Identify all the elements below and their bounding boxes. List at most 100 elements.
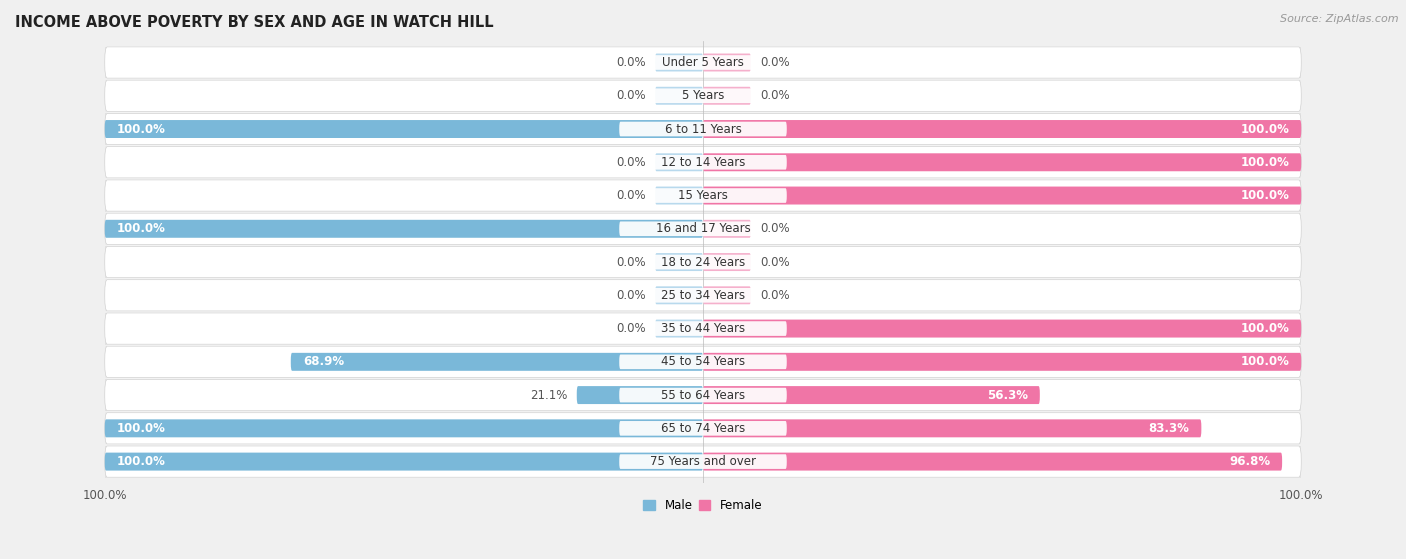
FancyBboxPatch shape <box>619 55 787 70</box>
Text: 100.0%: 100.0% <box>1240 189 1289 202</box>
FancyBboxPatch shape <box>619 321 787 336</box>
FancyBboxPatch shape <box>104 146 1302 178</box>
Text: 100.0%: 100.0% <box>117 222 166 235</box>
Text: 0.0%: 0.0% <box>759 289 789 302</box>
Text: 0.0%: 0.0% <box>759 255 789 268</box>
FancyBboxPatch shape <box>104 113 1302 145</box>
FancyBboxPatch shape <box>619 188 787 203</box>
Text: 16 and 17 Years: 16 and 17 Years <box>655 222 751 235</box>
FancyBboxPatch shape <box>619 221 787 236</box>
Text: 15 Years: 15 Years <box>678 189 728 202</box>
FancyBboxPatch shape <box>104 380 1302 411</box>
Text: 25 to 34 Years: 25 to 34 Years <box>661 289 745 302</box>
Text: 55 to 64 Years: 55 to 64 Years <box>661 389 745 401</box>
FancyBboxPatch shape <box>703 353 1302 371</box>
FancyBboxPatch shape <box>619 122 787 136</box>
FancyBboxPatch shape <box>104 180 1302 211</box>
Text: 100.0%: 100.0% <box>1240 356 1289 368</box>
FancyBboxPatch shape <box>104 346 1302 377</box>
FancyBboxPatch shape <box>104 446 1302 478</box>
Bar <box>104 179 1302 211</box>
FancyBboxPatch shape <box>655 320 703 338</box>
FancyBboxPatch shape <box>703 120 1302 138</box>
Text: 0.0%: 0.0% <box>617 289 647 302</box>
Text: INCOME ABOVE POVERTY BY SEX AND AGE IN WATCH HILL: INCOME ABOVE POVERTY BY SEX AND AGE IN W… <box>15 15 494 30</box>
FancyBboxPatch shape <box>655 187 703 205</box>
Text: 83.3%: 83.3% <box>1149 422 1189 435</box>
FancyBboxPatch shape <box>703 320 1302 338</box>
FancyBboxPatch shape <box>104 313 1302 344</box>
Text: 75 Years and over: 75 Years and over <box>650 455 756 468</box>
Text: 100.0%: 100.0% <box>117 422 166 435</box>
Text: 0.0%: 0.0% <box>617 56 647 69</box>
Bar <box>104 113 1302 145</box>
FancyBboxPatch shape <box>703 453 1282 471</box>
FancyBboxPatch shape <box>104 79 1302 112</box>
FancyBboxPatch shape <box>703 419 1201 437</box>
Text: 100.0%: 100.0% <box>1240 322 1289 335</box>
FancyBboxPatch shape <box>104 113 1302 145</box>
FancyBboxPatch shape <box>619 388 787 402</box>
FancyBboxPatch shape <box>104 412 1302 444</box>
Text: 0.0%: 0.0% <box>759 89 789 102</box>
Text: Source: ZipAtlas.com: Source: ZipAtlas.com <box>1281 14 1399 24</box>
FancyBboxPatch shape <box>655 153 703 171</box>
FancyBboxPatch shape <box>104 46 1302 79</box>
Bar <box>104 213 1302 245</box>
FancyBboxPatch shape <box>104 413 1302 444</box>
Text: 100.0%: 100.0% <box>117 122 166 135</box>
FancyBboxPatch shape <box>619 454 787 469</box>
Bar <box>104 46 1302 78</box>
FancyBboxPatch shape <box>703 187 1302 205</box>
FancyBboxPatch shape <box>619 255 787 269</box>
Text: 100.0%: 100.0% <box>117 455 166 468</box>
FancyBboxPatch shape <box>104 379 1302 411</box>
Text: 18 to 24 Years: 18 to 24 Years <box>661 255 745 268</box>
FancyBboxPatch shape <box>655 87 703 105</box>
FancyBboxPatch shape <box>104 279 1302 311</box>
FancyBboxPatch shape <box>703 54 751 72</box>
Text: 65 to 74 Years: 65 to 74 Years <box>661 422 745 435</box>
FancyBboxPatch shape <box>104 446 1302 477</box>
FancyBboxPatch shape <box>619 288 787 302</box>
FancyBboxPatch shape <box>291 353 703 371</box>
FancyBboxPatch shape <box>619 88 787 103</box>
FancyBboxPatch shape <box>576 386 703 404</box>
Text: 96.8%: 96.8% <box>1229 455 1270 468</box>
Bar <box>104 280 1302 311</box>
Text: 35 to 44 Years: 35 to 44 Years <box>661 322 745 335</box>
Bar <box>104 246 1302 278</box>
Legend: Male, Female: Male, Female <box>638 495 768 517</box>
Bar <box>104 146 1302 178</box>
Bar <box>104 346 1302 378</box>
Text: 68.9%: 68.9% <box>302 356 344 368</box>
Text: 100.0%: 100.0% <box>1240 122 1289 135</box>
Bar <box>104 80 1302 112</box>
Text: 5 Years: 5 Years <box>682 89 724 102</box>
FancyBboxPatch shape <box>104 453 703 471</box>
Bar <box>104 446 1302 477</box>
Bar <box>104 413 1302 444</box>
FancyBboxPatch shape <box>619 354 787 369</box>
Text: 0.0%: 0.0% <box>617 189 647 202</box>
FancyBboxPatch shape <box>703 220 751 238</box>
FancyBboxPatch shape <box>104 213 1302 244</box>
Text: 0.0%: 0.0% <box>759 222 789 235</box>
Text: 0.0%: 0.0% <box>617 89 647 102</box>
FancyBboxPatch shape <box>703 286 751 304</box>
FancyBboxPatch shape <box>104 179 1302 212</box>
FancyBboxPatch shape <box>104 312 1302 345</box>
Text: 0.0%: 0.0% <box>617 322 647 335</box>
Text: 0.0%: 0.0% <box>617 255 647 268</box>
FancyBboxPatch shape <box>104 419 703 437</box>
Text: 100.0%: 100.0% <box>1240 156 1289 169</box>
Text: 6 to 11 Years: 6 to 11 Years <box>665 122 741 135</box>
Text: 56.3%: 56.3% <box>987 389 1028 401</box>
FancyBboxPatch shape <box>104 246 1302 278</box>
Text: 12 to 14 Years: 12 to 14 Years <box>661 156 745 169</box>
Text: 0.0%: 0.0% <box>759 56 789 69</box>
Bar <box>104 312 1302 344</box>
FancyBboxPatch shape <box>619 421 787 435</box>
FancyBboxPatch shape <box>104 212 1302 245</box>
FancyBboxPatch shape <box>104 80 1302 111</box>
